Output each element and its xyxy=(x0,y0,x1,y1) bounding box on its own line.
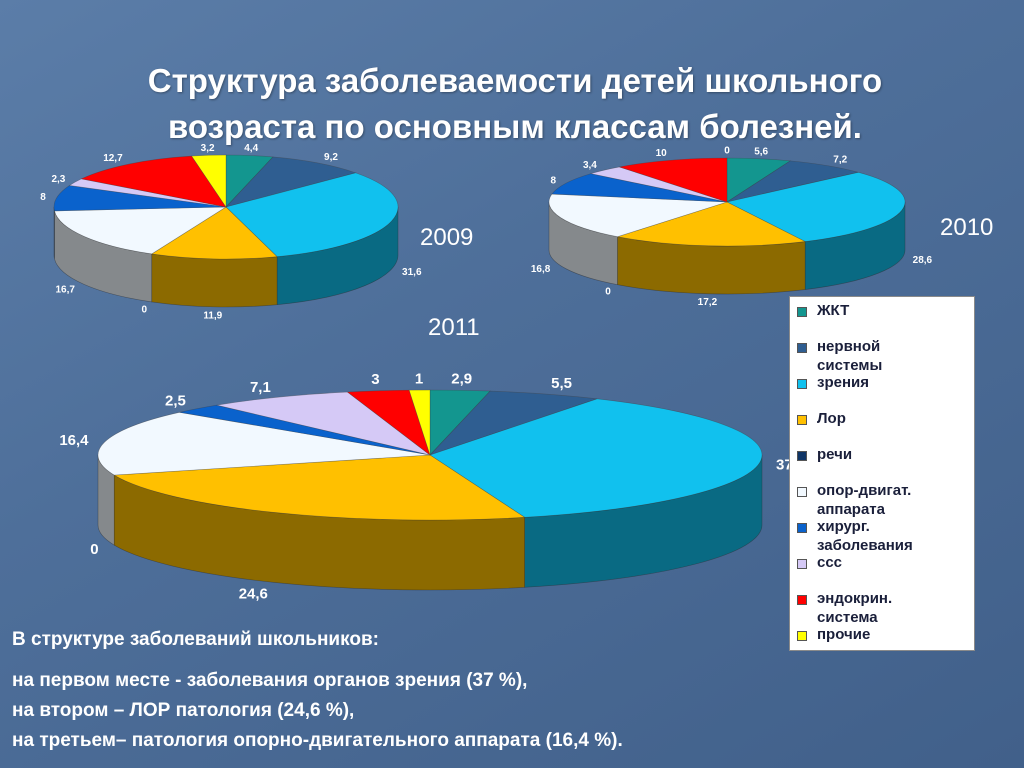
legend-swatch xyxy=(797,379,807,389)
pie-chart-2010: 5,6 7,2 28,6 17,2 0 16,8 8 3,4 10 0 xyxy=(531,146,933,309)
chart-title-2009: 2009 xyxy=(420,224,474,251)
summary-second-place: на втором – ЛОР патология (24,6 %), xyxy=(12,700,355,721)
chart-legend: ЖКТ нервной системы зрения Лор речи опор-двиг… xyxy=(789,296,975,651)
slide-title: Структура заболеваемости детей школьного… xyxy=(147,62,883,145)
legend-swatch xyxy=(797,451,807,461)
data-label: 0 xyxy=(605,287,611,298)
legend-label: ссс xyxy=(817,554,843,571)
data-label: 17,2 xyxy=(698,297,718,308)
pie-slice-0 xyxy=(429,389,491,456)
pie-slice-7 xyxy=(590,166,728,203)
data-label: 12,7 xyxy=(103,153,123,164)
pie-slice-6 xyxy=(53,185,227,212)
legend-label: опор-двигат. аппарата xyxy=(817,482,912,518)
pie-slice-5 xyxy=(97,412,431,476)
pie-slice-8 xyxy=(346,389,431,456)
data-label: 7,1 xyxy=(250,379,271,396)
pie-slice-5 xyxy=(54,206,228,255)
legend-swatch xyxy=(797,631,807,641)
legend-label: нервной системы xyxy=(817,338,883,374)
pie-side-3 xyxy=(617,236,806,295)
legend-swatch xyxy=(797,307,807,317)
legend-swatch xyxy=(797,343,807,353)
legend-label: прочие xyxy=(817,626,871,643)
data-label: 0 xyxy=(141,305,147,316)
pie-slice-2 xyxy=(225,172,399,257)
data-label: 2,3 xyxy=(51,174,65,185)
data-label: 28,6 xyxy=(913,255,933,266)
pie-slice-1 xyxy=(429,390,598,456)
data-label: 31,6 xyxy=(402,267,422,278)
data-label: 3 xyxy=(371,371,379,388)
legend-label: ЖКТ xyxy=(817,302,850,319)
data-label: 8 xyxy=(40,192,46,203)
pie-slice-3 xyxy=(617,201,807,247)
data-label: 16,7 xyxy=(55,284,75,295)
data-label: 16,4 xyxy=(59,432,89,449)
legend-swatch xyxy=(797,559,807,569)
pie-side-3 xyxy=(151,253,278,308)
summary-first-place: на первом месте - заболевания органов зр… xyxy=(12,670,528,691)
data-label: 0 xyxy=(724,146,730,157)
pie-slice-8 xyxy=(619,157,728,203)
pie-slice-6 xyxy=(551,173,728,203)
pie-slice-7 xyxy=(68,178,227,208)
chart-title-2010: 2010 xyxy=(940,214,994,241)
data-label: 1 xyxy=(415,370,423,387)
pie-slice-9 xyxy=(408,389,431,456)
pie-slice-0 xyxy=(726,157,792,203)
pie-slice-2 xyxy=(726,172,906,242)
summary-heading: В структуре заболеваний школьников: xyxy=(12,629,379,650)
legend-label: речи xyxy=(817,446,853,463)
data-label: 16,8 xyxy=(531,264,551,275)
pie-slice-9 xyxy=(191,154,227,208)
pie-slice-2 xyxy=(429,398,763,518)
data-label: 3,2 xyxy=(201,143,215,154)
pie-slice-7 xyxy=(216,391,431,456)
data-label: 37 xyxy=(776,456,793,473)
pie-slice-3 xyxy=(150,206,278,260)
pie-chart-2011: 2,9 5,5 37 24,6 0 16,4 2,5 7,1 3 1 xyxy=(59,370,792,602)
pie-chart-2009: 4,4 9,2 31,6 11,9 0 16,7 8 2,3 12,7 3,2 xyxy=(40,143,422,322)
data-label: 2,5 xyxy=(165,392,186,409)
legend-swatch xyxy=(797,487,807,497)
data-label: 3,4 xyxy=(583,160,597,171)
pie-slice-3 xyxy=(113,454,526,521)
data-label: 2,9 xyxy=(451,371,472,388)
pie-slice-1 xyxy=(726,160,859,203)
data-label: 5,6 xyxy=(754,146,768,157)
data-label: 24,6 xyxy=(239,585,268,602)
legend-swatch xyxy=(797,415,807,425)
data-label: 9,2 xyxy=(324,152,338,163)
legend-swatch xyxy=(797,523,807,533)
data-label: 0 xyxy=(90,541,98,558)
data-label: 10 xyxy=(656,148,668,159)
data-label: 5,5 xyxy=(551,375,572,392)
chart-title-2011: 2011 xyxy=(428,314,480,341)
data-label: 11,9 xyxy=(203,310,222,321)
pie-slice-8 xyxy=(80,155,227,208)
legend-label: хирург. заболевания xyxy=(817,518,913,554)
summary-text: В структуре заболеваний школьников: на п… xyxy=(12,626,1012,756)
pie-slice-0 xyxy=(225,154,274,208)
legend-label: эндокрин. система xyxy=(817,590,893,626)
pie-slice-6 xyxy=(179,404,431,456)
summary-third-place: на третьем– патология опорно-двигательно… xyxy=(12,730,623,751)
data-label: 7,2 xyxy=(833,154,847,165)
pie-slice-1 xyxy=(225,156,357,208)
legend-label: Лор xyxy=(817,410,846,427)
legend-label: зрения xyxy=(817,374,869,391)
pie-slice-5 xyxy=(548,193,728,238)
legend-swatch xyxy=(797,595,807,605)
data-label: 8 xyxy=(551,175,557,186)
data-label: 4,4 xyxy=(244,143,258,154)
